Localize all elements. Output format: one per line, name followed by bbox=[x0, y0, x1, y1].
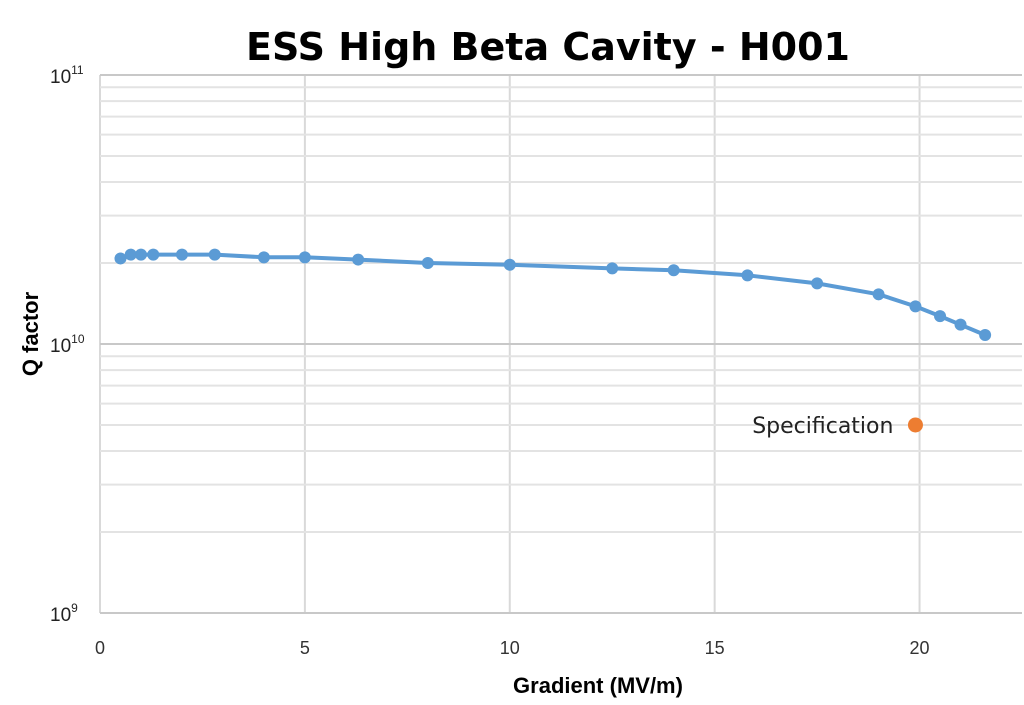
data-point bbox=[979, 329, 992, 342]
specification-label: Specification bbox=[752, 414, 893, 439]
data-point bbox=[503, 258, 516, 271]
data-point bbox=[606, 262, 619, 275]
x-tick-label: 10 bbox=[500, 638, 520, 658]
x-tick-label: 0 bbox=[95, 638, 105, 658]
data-point bbox=[934, 310, 947, 323]
data-point bbox=[872, 288, 885, 301]
q-factor-series bbox=[114, 248, 992, 342]
data-point bbox=[954, 318, 967, 331]
data-point bbox=[352, 253, 365, 266]
data-point bbox=[124, 248, 137, 261]
y-tick-label: 1011 bbox=[50, 63, 84, 88]
x-axis-title: Gradient (MV/m) bbox=[513, 673, 683, 698]
data-point bbox=[741, 269, 754, 282]
specification-series: Specification bbox=[752, 414, 923, 439]
x-tick-label: 15 bbox=[705, 638, 725, 658]
y-tick-label: 1010 bbox=[50, 332, 85, 357]
data-point bbox=[257, 251, 270, 264]
data-point bbox=[208, 248, 221, 261]
data-point bbox=[811, 277, 824, 290]
y-tick-label: 109 bbox=[50, 601, 78, 626]
data-point bbox=[114, 252, 127, 265]
data-point bbox=[175, 248, 188, 261]
specification-point bbox=[907, 417, 923, 433]
data-point bbox=[909, 300, 922, 313]
x-tick-label: 5 bbox=[300, 638, 310, 658]
data-point bbox=[147, 248, 160, 261]
data-point bbox=[134, 248, 147, 261]
data-point bbox=[667, 264, 680, 277]
y-axis-title: Q factor bbox=[18, 291, 43, 376]
grid bbox=[99, 74, 1022, 614]
data-point bbox=[298, 251, 311, 264]
data-point bbox=[421, 257, 434, 270]
series-line bbox=[119, 252, 986, 337]
x-tick-label: 20 bbox=[910, 638, 930, 658]
y-axis-ticks: 109 1010 1011 bbox=[50, 63, 85, 626]
x-axis-ticks: 0 5 10 15 20 bbox=[95, 638, 930, 658]
chart-title: ESS High Beta Cavity - H001 bbox=[246, 25, 850, 69]
